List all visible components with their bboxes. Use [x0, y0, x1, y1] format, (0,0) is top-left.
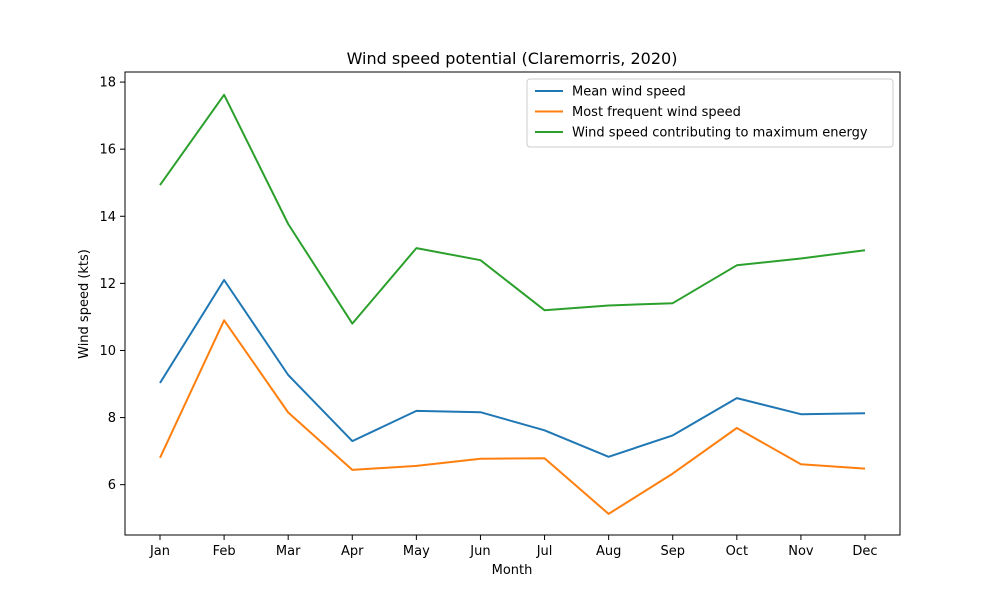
x-tick-label: Feb	[213, 544, 236, 559]
y-tick-label: 18	[99, 76, 116, 91]
y-axis: 6 8 10 12 14 16 18	[99, 76, 125, 493]
plot-frame	[124, 71, 901, 536]
legend-box	[526, 78, 894, 148]
x-tick-label: Dec	[852, 544, 877, 559]
y-tick-label: 8	[108, 411, 116, 426]
y-tick-label: 16	[99, 143, 116, 158]
y-tick-label: 6	[108, 478, 116, 493]
x-tick-label: Jul	[536, 544, 553, 559]
legend-label: Wind speed contributing to maximum energ…	[572, 126, 868, 141]
plot-area	[159, 93, 866, 515]
series-line-1	[159, 319, 866, 515]
legend: Mean wind speed Most frequent wind speed W…	[526, 78, 894, 148]
series-line-2	[159, 93, 866, 325]
x-tick-label: Mar	[276, 544, 301, 559]
series-line-0	[159, 279, 866, 458]
x-tick-label: Sep	[660, 544, 685, 559]
x-tick-label: May	[403, 544, 430, 559]
x-tick-label: Apr	[341, 544, 364, 559]
x-axis-title: Month	[492, 563, 533, 578]
y-tick-label: 14	[99, 210, 116, 225]
x-tick-label: Oct	[726, 544, 748, 559]
y-tick-label: 12	[99, 277, 116, 292]
legend-label: Most frequent wind speed	[572, 105, 741, 120]
x-tick-label: Jun	[469, 544, 490, 559]
legend-label: Mean wind speed	[572, 85, 686, 100]
x-tick-label: Jan	[149, 544, 170, 559]
y-tick-label: 10	[99, 344, 116, 359]
x-tick-label: Nov	[788, 544, 814, 559]
x-tick-label: Aug	[596, 544, 621, 559]
y-axis-title: Wind speed (kts)	[77, 249, 92, 359]
chart-title: Wind speed potential (Claremorris, 2020)	[347, 49, 678, 68]
x-axis: Jan Feb Mar Apr May Jun Jul Aug Sep Oct Nov Dec	[149, 535, 878, 559]
